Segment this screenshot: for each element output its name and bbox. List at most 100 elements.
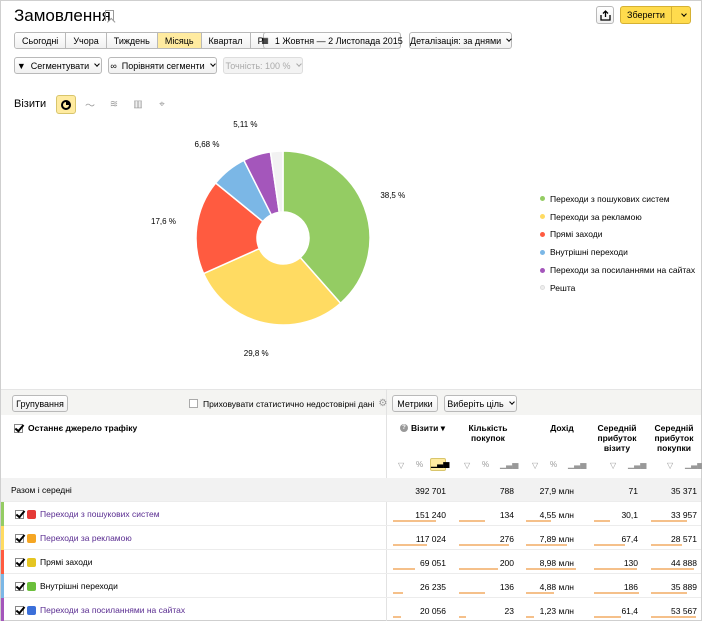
- row-checkbox[interactable]: [15, 557, 24, 567]
- legend-dot: [540, 249, 545, 255]
- search-icon: [27, 509, 36, 519]
- row-cell: 136: [499, 582, 514, 592]
- tab-yesterday[interactable]: Учора: [66, 33, 107, 48]
- hide-unreliable-toggle[interactable]: Приховувати статистично недостовірні дан…: [189, 398, 387, 409]
- filter-icon[interactable]: ▽: [464, 461, 471, 470]
- legend-item[interactable]: Прямі заходи: [540, 226, 695, 244]
- bar-chart-icon[interactable]: ▁▃▅: [500, 460, 519, 469]
- table-row[interactable]: Прямі заходи 69 051 200 8,98 млн 130 44 888: [1, 550, 701, 574]
- row-name[interactable]: Переходи за рекламою: [15, 533, 132, 543]
- segment-button[interactable]: ▼ Сегментувати: [14, 57, 102, 74]
- legend-item[interactable]: Переходи за посиланнями на сайтах: [540, 261, 695, 279]
- date-range-label: 1 Жовтня — 2 Листопада 2015: [274, 35, 403, 46]
- pie-slice[interactable]: [195, 181, 264, 275]
- filter-icon[interactable]: ▽: [667, 461, 674, 470]
- table-row[interactable]: Внутрішні переходи 26 235 136 4,88 млн 186 35…: [1, 574, 701, 598]
- row-name[interactable]: Внутрішні переходи: [15, 581, 118, 591]
- table-total-row: Разом і середні 392 701 788 27,9 млн 71 …: [1, 478, 701, 502]
- tab-quarter[interactable]: Квартал: [201, 33, 251, 48]
- row-cell: 67,4: [621, 534, 638, 544]
- table-row[interactable]: Переходи з пошукових систем 151 240 134 4,5…: [1, 502, 701, 526]
- metrics-button[interactable]: Метрики: [392, 395, 438, 412]
- dimension-header[interactable]: Останнє джерело трафіку: [14, 423, 137, 433]
- pie-slice[interactable]: [269, 150, 284, 214]
- total-avg-visit: 71: [628, 486, 638, 496]
- percent-icon[interactable]: %: [482, 460, 490, 469]
- row-checkbox[interactable]: [15, 509, 24, 519]
- column-header-visits[interactable]: ? Візити ▾: [400, 423, 445, 433]
- segment-label: Сегментувати: [30, 60, 90, 71]
- table-row[interactable]: Переходи за посиланнями на сайтах 20 056 2…: [1, 598, 701, 621]
- column-header-avg-visit[interactable]: Середній прибуток візиту: [597, 423, 637, 453]
- percent-icon[interactable]: %: [550, 460, 558, 469]
- row-name[interactable]: Переходи з пошукових систем: [15, 509, 160, 519]
- map-pin-icon[interactable]: ⌖: [159, 99, 165, 110]
- pie-value-label: 6,68 %: [194, 140, 220, 150]
- tab-month[interactable]: Місяць: [157, 33, 202, 48]
- save-options-button[interactable]: [671, 6, 691, 24]
- filter-icon[interactable]: ▽: [398, 461, 405, 470]
- legend-item[interactable]: Внутрішні переходи: [540, 243, 695, 261]
- bookmark-icon[interactable]: [105, 10, 114, 21]
- hide-unreliable-checkbox[interactable]: [189, 399, 198, 408]
- tab-today[interactable]: Сьогодні: [15, 33, 67, 48]
- filter-icon[interactable]: ▽: [532, 461, 539, 470]
- bar-chart-icon[interactable]: ▁▃▅: [628, 460, 647, 469]
- column-header-revenue[interactable]: Дохід: [550, 423, 574, 433]
- legend-item[interactable]: Переходи за рекламою: [540, 208, 695, 226]
- compare-segments-button[interactable]: ∞ Порівняти сегменти: [108, 57, 217, 74]
- area-chart-icon[interactable]: ≋: [109, 99, 119, 110]
- column-header-label: Візити ▾: [411, 423, 445, 433]
- row-name[interactable]: Переходи за посиланнями на сайтах: [15, 605, 185, 615]
- column-header-avg-purchase[interactable]: Середній прибуток покупки: [654, 423, 694, 453]
- row-checkbox[interactable]: [15, 533, 24, 543]
- goal-label: Виберіть ціль: [447, 398, 504, 409]
- row-name[interactable]: Прямі заходи: [15, 557, 92, 567]
- row-checkbox[interactable]: [15, 605, 24, 615]
- dimension-checkbox[interactable]: [14, 423, 23, 433]
- row-checkbox[interactable]: [15, 581, 24, 591]
- row-value-bar: [526, 592, 554, 594]
- row-value-bar: [651, 520, 687, 522]
- bar-chart-icon[interactable]: ▥: [133, 99, 143, 110]
- legend-label: Решта: [550, 282, 576, 293]
- legend-dot: [540, 196, 545, 202]
- legend-dot: [540, 267, 545, 273]
- tab-week[interactable]: Тиждень: [106, 33, 158, 48]
- column-header-purchases[interactable]: Кількість покупок: [468, 423, 508, 443]
- table-row[interactable]: Переходи за рекламою 117 024 276 7,89 млн 67…: [1, 526, 701, 550]
- legend-item[interactable]: Решта: [540, 279, 695, 297]
- export-button[interactable]: [596, 6, 614, 24]
- row-cell: 44 888: [671, 558, 697, 568]
- legend-item[interactable]: Переходи з пошукових систем: [540, 190, 695, 208]
- bar-chart-icon[interactable]: ▁▃▅: [430, 458, 449, 471]
- date-range-button[interactable]: ▦ 1 Жовтня — 2 Листопада 2015: [261, 32, 403, 49]
- goal-dropdown[interactable]: Виберіть ціль: [444, 395, 517, 412]
- pie-chart: [195, 150, 371, 326]
- compare-label: Порівняти сегменти: [121, 60, 205, 71]
- grouping-button[interactable]: Групування: [12, 395, 68, 412]
- bar-chart-icon[interactable]: ▁▃▅: [568, 460, 587, 469]
- accuracy-dropdown[interactable]: Точність: 100 %: [223, 57, 303, 74]
- pie-chart-icon[interactable]: [56, 95, 76, 114]
- row-value-bar: [526, 520, 551, 522]
- line-chart-icon[interactable]: 〜: [85, 101, 95, 112]
- detalization-dropdown[interactable]: Деталізація: за днями: [409, 32, 512, 49]
- row-cell: 276: [499, 534, 514, 544]
- bar-chart-icon[interactable]: ▁▃▅: [685, 460, 702, 469]
- row-value-bar: [393, 520, 436, 522]
- row-link[interactable]: Переходи з пошукових систем: [40, 509, 160, 519]
- row-link[interactable]: Переходи за рекламою: [40, 533, 132, 543]
- filter-icon[interactable]: ▽: [610, 461, 617, 470]
- row-value-bar: [526, 568, 576, 570]
- row-cell: 134: [499, 510, 514, 520]
- row-link[interactable]: Переходи за посиланнями на сайтах: [40, 605, 186, 615]
- pie-slice[interactable]: [282, 150, 371, 305]
- percent-icon[interactable]: %: [416, 460, 424, 469]
- gear-icon[interactable]: ⚙: [378, 398, 388, 409]
- row-value-bar: [393, 568, 415, 570]
- save-button[interactable]: Зберегти: [620, 6, 672, 24]
- total-purchases: 788: [499, 486, 514, 496]
- pie-slice[interactable]: [202, 247, 342, 326]
- row-value-bar: [594, 568, 637, 570]
